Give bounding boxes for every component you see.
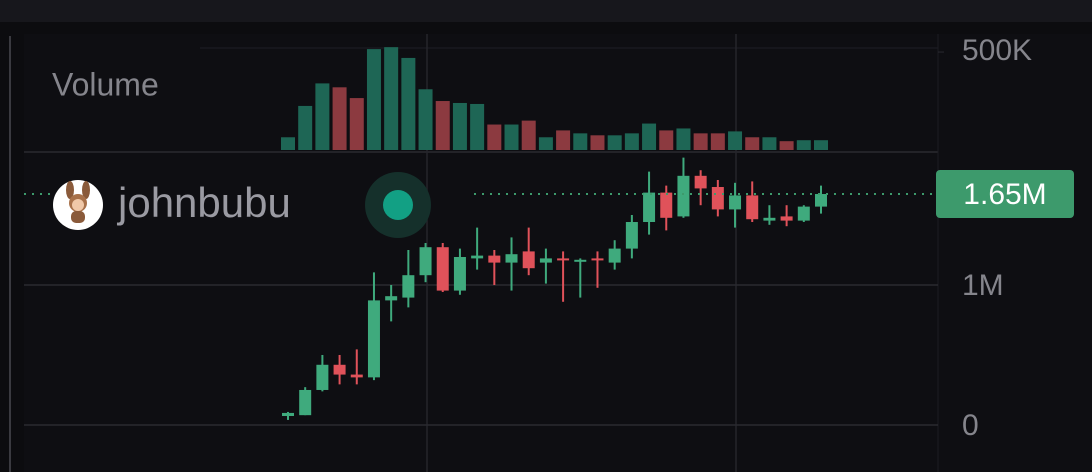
last-price-label: 1.65M bbox=[963, 178, 1046, 211]
candles bbox=[282, 157, 827, 420]
candle-body bbox=[316, 364, 329, 390]
volume-bar bbox=[659, 130, 674, 150]
candle-body bbox=[780, 216, 793, 221]
volume-bar bbox=[762, 137, 777, 150]
candle-body bbox=[643, 192, 656, 223]
candle-body bbox=[625, 222, 638, 249]
volume-bar bbox=[796, 140, 811, 150]
y2-tick-label: 500K bbox=[962, 34, 1032, 67]
volume-bar bbox=[745, 137, 760, 150]
candle-body bbox=[367, 300, 380, 378]
candle-body bbox=[608, 248, 621, 263]
volume-bar bbox=[315, 83, 330, 150]
volume-bar bbox=[281, 137, 295, 150]
candle-body bbox=[574, 259, 587, 262]
volume-bar bbox=[521, 120, 536, 150]
price-axis: 1M 0 500K 1.65M bbox=[24, 34, 1074, 442]
volume-bar bbox=[607, 135, 622, 150]
volume-bar bbox=[624, 133, 639, 150]
volume-bar bbox=[693, 133, 708, 150]
candle-body bbox=[402, 275, 415, 298]
candle-body bbox=[350, 374, 363, 378]
candle-body bbox=[660, 192, 673, 218]
volume-bar bbox=[452, 102, 467, 150]
volume-title: Volume bbox=[52, 66, 159, 102]
candle-body bbox=[436, 247, 449, 291]
candle-body bbox=[539, 258, 552, 263]
candle-body bbox=[591, 258, 604, 261]
y-tick-label: 1M bbox=[962, 269, 1004, 302]
chart-panel bbox=[24, 34, 1092, 472]
candle-body bbox=[488, 255, 501, 263]
volume-bar bbox=[728, 131, 743, 150]
volume-bar bbox=[504, 124, 519, 150]
volume-bar bbox=[418, 89, 433, 150]
volume-bar bbox=[814, 140, 828, 150]
volume-bar bbox=[298, 105, 313, 150]
volume-bar bbox=[710, 133, 725, 150]
top-bar bbox=[0, 0, 1092, 22]
volume-pane bbox=[281, 47, 828, 151]
live-dot bbox=[383, 190, 413, 220]
volume-bar bbox=[779, 141, 794, 150]
candle-body bbox=[385, 296, 398, 301]
avatar bbox=[53, 180, 103, 230]
volume-bar bbox=[642, 123, 657, 150]
y-tick-label: 0 bbox=[962, 409, 979, 442]
candle-body bbox=[557, 258, 570, 261]
candle-body bbox=[453, 256, 466, 291]
volume-bar bbox=[332, 87, 347, 150]
candle-body bbox=[729, 195, 742, 210]
candle-body bbox=[763, 217, 776, 221]
volume-bar bbox=[573, 133, 588, 150]
volume-bar bbox=[401, 57, 416, 151]
volume-bar bbox=[349, 98, 364, 150]
grid bbox=[24, 284, 938, 426]
candle-body bbox=[522, 251, 535, 269]
volume-bar bbox=[384, 47, 399, 150]
volume-bar bbox=[590, 135, 605, 150]
candle-body bbox=[505, 254, 518, 263]
candle-body bbox=[677, 175, 690, 217]
volume-bar bbox=[556, 130, 571, 150]
candle-body bbox=[419, 247, 432, 276]
candle-body bbox=[471, 255, 484, 259]
symbol-name: johnbubu bbox=[116, 179, 291, 226]
volume-bar bbox=[676, 128, 691, 150]
candle-body bbox=[815, 194, 827, 207]
volume-bar bbox=[470, 103, 485, 150]
candle-body bbox=[333, 364, 346, 375]
candle-body bbox=[746, 195, 759, 220]
candle-body bbox=[282, 412, 294, 417]
candle-body bbox=[299, 389, 312, 416]
candle-body bbox=[711, 187, 724, 210]
volume-bar bbox=[487, 124, 502, 150]
volume-bar bbox=[366, 49, 381, 150]
last-price-box bbox=[936, 170, 1074, 219]
candle-body bbox=[694, 175, 707, 189]
volume-bar bbox=[435, 101, 450, 150]
candle-body bbox=[797, 206, 810, 221]
volume-bar bbox=[538, 137, 553, 150]
